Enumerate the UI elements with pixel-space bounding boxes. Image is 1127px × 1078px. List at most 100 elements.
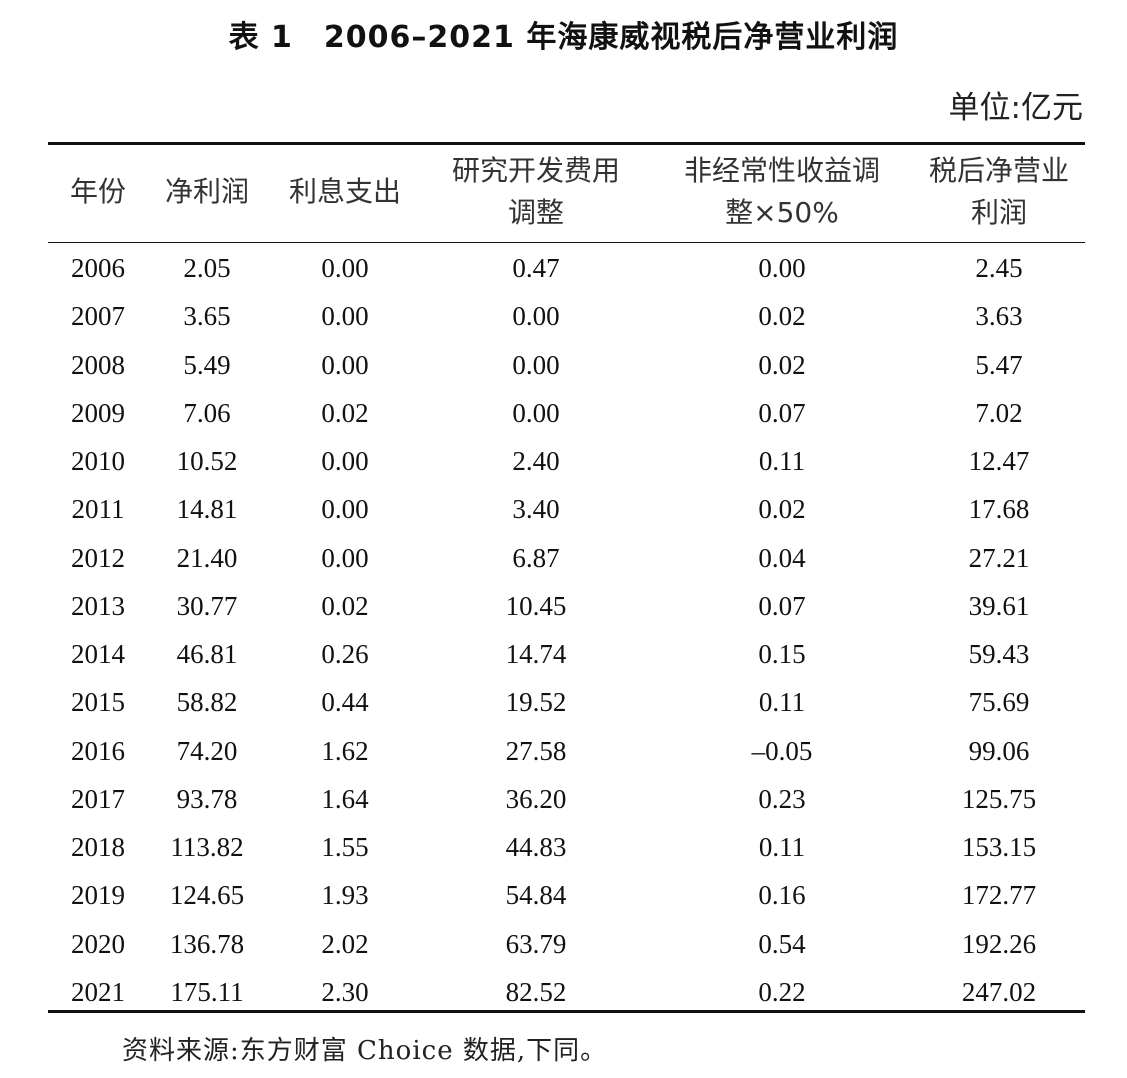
nopat-cell: 75.69 xyxy=(968,687,1030,718)
net-profit-cell: 14.81 xyxy=(176,494,238,525)
table-row: 2020 136.78 2.02 63.79 0.54 192.26 xyxy=(0,920,1127,968)
interest-expense-cell: 2.02 xyxy=(321,928,369,959)
net-profit-cell: 93.78 xyxy=(176,783,238,814)
interest-expense-cell: 0.44 xyxy=(321,687,369,718)
rd-adjustment-cell: 2.40 xyxy=(512,446,560,476)
interest-expense-cell: 0.02 xyxy=(321,590,369,621)
nopat-cell: 247.02 xyxy=(961,976,1037,1007)
top-rule xyxy=(48,142,1085,145)
nonrecurring-adjustment-cell: 0.11 xyxy=(758,446,806,476)
header-nonrecurring-adjustment: 非经常性收益调 整×50% xyxy=(664,150,900,234)
interest-expense-cell: 0.00 xyxy=(321,446,369,476)
nonrecurring-adjustment-cell: 0.07 xyxy=(758,397,806,428)
nonrecurring-adjustment-cell: 0.04 xyxy=(758,542,806,573)
nonrecurring-adjustment-cell: 0.22 xyxy=(758,976,806,1007)
rd-adjustment-cell: 0.00 xyxy=(512,397,560,428)
table-row: 2015 58.82 0.44 19.52 0.11 75.69 xyxy=(0,678,1127,726)
nonrecurring-adjustment-cell: 0.16 xyxy=(758,880,806,911)
year-cell: 2021 xyxy=(71,976,125,1007)
net-profit-cell: 136.78 xyxy=(169,928,245,959)
interest-expense-cell: 0.26 xyxy=(321,639,369,669)
header-line: 研究开发费用 xyxy=(451,154,620,187)
net-profit-cell: 21.40 xyxy=(176,542,238,573)
nonrecurring-adjustment-cell: 0.02 xyxy=(758,349,806,380)
bottom-rule xyxy=(48,1010,1085,1013)
year-cell: 2014 xyxy=(71,639,125,669)
interest-expense-cell: 0.00 xyxy=(321,494,369,525)
header-nopat: 税后净营业 利润 xyxy=(910,150,1088,234)
nopat-cell: 3.63 xyxy=(975,301,1023,332)
header-rule xyxy=(48,242,1085,243)
rd-adjustment-cell: 10.45 xyxy=(505,590,567,621)
nopat-cell: 17.68 xyxy=(968,494,1030,525)
year-cell: 2017 xyxy=(71,783,125,814)
interest-expense-cell: 0.02 xyxy=(321,397,369,428)
net-profit-cell: 58.82 xyxy=(176,687,238,718)
table-row: 2014 46.81 0.26 14.74 0.15 59.43 xyxy=(0,630,1127,678)
year-cell: 2012 xyxy=(71,542,125,573)
table-row: 2009 7.06 0.02 0.00 0.07 7.02 xyxy=(0,389,1127,437)
nonrecurring-adjustment-cell: 0.23 xyxy=(758,783,806,814)
nopat-cell: 39.61 xyxy=(968,590,1030,621)
header-line: 调整 xyxy=(507,196,564,229)
nopat-cell: 12.47 xyxy=(968,446,1030,476)
rd-adjustment-cell: 36.20 xyxy=(505,783,567,814)
interest-expense-cell: 1.62 xyxy=(321,735,369,766)
interest-expense-cell: 0.00 xyxy=(321,542,369,573)
header-line: 利息支出 xyxy=(288,175,401,208)
interest-expense-cell: 0.00 xyxy=(321,301,369,332)
nonrecurring-adjustment-cell: 0.15 xyxy=(758,639,806,669)
year-cell: 2016 xyxy=(71,735,125,766)
header-line: 税后净营业 xyxy=(928,154,1069,187)
table-row: 2007 3.65 0.00 0.00 0.02 3.63 xyxy=(0,292,1127,340)
net-profit-cell: 30.77 xyxy=(176,590,238,621)
net-profit-cell: 74.20 xyxy=(176,735,238,766)
net-profit-cell: 124.65 xyxy=(169,880,245,911)
year-cell: 2020 xyxy=(71,928,125,959)
table-row: 2010 10.52 0.00 2.40 0.11 12.47 xyxy=(0,437,1127,485)
header-line: 整×50% xyxy=(725,196,839,229)
interest-expense-cell: 0.00 xyxy=(321,349,369,380)
nonrecurring-adjustment-cell: –0.05 xyxy=(751,735,813,766)
nonrecurring-adjustment-cell: 0.02 xyxy=(758,301,806,332)
nonrecurring-adjustment-cell: 0.07 xyxy=(758,590,806,621)
rd-adjustment-cell: 0.00 xyxy=(512,349,560,380)
interest-expense-cell: 1.64 xyxy=(321,783,369,814)
rd-adjustment-cell: 54.84 xyxy=(505,880,567,911)
table-row: 2013 30.77 0.02 10.45 0.07 39.61 xyxy=(0,582,1127,630)
year-cell: 2010 xyxy=(71,446,125,476)
net-profit-cell: 2.05 xyxy=(183,253,231,283)
table-row: 2012 21.40 0.00 6.87 0.04 27.21 xyxy=(0,534,1127,582)
net-profit-cell: 10.52 xyxy=(176,446,238,476)
net-profit-cell: 7.06 xyxy=(183,397,231,428)
header-line: 利润 xyxy=(970,196,1027,229)
table-row: 2018 113.82 1.55 44.83 0.11 153.15 xyxy=(0,823,1127,871)
table-row: 2019 124.65 1.93 54.84 0.16 172.77 xyxy=(0,871,1127,919)
nonrecurring-adjustment-cell: 0.11 xyxy=(758,687,806,718)
table-row: 2017 93.78 1.64 36.20 0.23 125.75 xyxy=(0,775,1127,823)
rd-adjustment-cell: 3.40 xyxy=(512,494,560,525)
source-note: 资料来源:东方财富 Choice 数据,下同。 xyxy=(122,1036,608,1066)
interest-expense-cell: 1.93 xyxy=(321,880,369,911)
unit-label: 单位:亿元 xyxy=(948,90,1083,126)
header-line: 年份 xyxy=(69,175,126,208)
interest-expense-cell: 0.00 xyxy=(321,253,369,283)
nopat-cell: 2.45 xyxy=(975,253,1023,283)
table-row: 2016 74.20 1.62 27.58 –0.05 99.06 xyxy=(0,727,1127,775)
rd-adjustment-cell: 27.58 xyxy=(505,735,567,766)
rd-adjustment-cell: 82.52 xyxy=(505,976,567,1007)
table-row: 2021 175.11 2.30 82.52 0.22 247.02 xyxy=(0,968,1127,1016)
rd-adjustment-cell: 6.87 xyxy=(512,542,560,573)
year-cell: 2018 xyxy=(71,832,125,862)
header-line: 非经常性收益调 xyxy=(683,154,880,187)
net-profit-cell: 46.81 xyxy=(176,639,238,669)
nonrecurring-adjustment-cell: 0.02 xyxy=(758,494,806,525)
rd-adjustment-cell: 14.74 xyxy=(505,639,567,669)
header-line: 净利润 xyxy=(164,175,249,208)
nopat-cell: 172.77 xyxy=(961,880,1037,911)
nonrecurring-adjustment-cell: 0.54 xyxy=(758,928,806,959)
rd-adjustment-cell: 0.47 xyxy=(512,253,560,283)
nopat-cell: 59.43 xyxy=(968,639,1030,669)
nopat-cell: 153.15 xyxy=(961,832,1037,862)
rd-adjustment-cell: 44.83 xyxy=(505,832,567,862)
